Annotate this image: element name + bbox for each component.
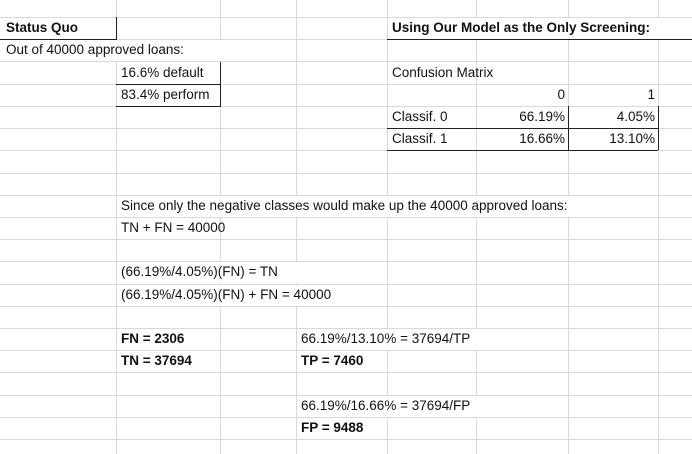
cell-border [387,128,658,129]
equation-tn-fn[interactable]: TN + FN = 40000 [121,220,226,235]
overflow-mask [117,262,317,283]
overflow-mask [1,40,226,61]
tn-result[interactable]: TN = 37694 [121,353,192,368]
status-quo-title[interactable]: Status Quo [6,20,79,35]
row-gridline [0,173,692,174]
tp-result[interactable]: TP = 7460 [301,353,364,368]
column-gridline [116,0,117,454]
tp-equation[interactable]: 66.19%/13.10% = 37694/TP [301,331,471,346]
row-gridline [0,239,692,240]
row-gridline [0,306,692,307]
cm-cell-0-1[interactable]: 4.05% [616,109,655,124]
column-gridline [220,0,221,454]
cm-row-label-1[interactable]: Classif. 1 [392,131,448,146]
row-gridline [0,150,692,151]
confusion-matrix-label[interactable]: Confusion Matrix [392,65,494,80]
row-gridline [0,439,692,440]
overflow-mask [388,18,678,39]
fn-result[interactable]: FN = 2306 [121,331,185,346]
column-gridline [476,0,477,454]
cell-border [116,84,221,85]
cell-border [387,39,692,40]
overflow-mask [297,396,507,417]
row-gridline [0,84,692,85]
cm-cell-1-0[interactable]: 16.66% [519,131,565,146]
cm-cell-0-0[interactable]: 66.19% [519,109,565,124]
cell-border [220,62,221,106]
column-gridline [658,0,659,454]
default-rate-cell[interactable]: 16.6% default [121,65,204,80]
row-gridline [0,417,692,418]
column-gridline [387,0,388,454]
cell-border [116,17,117,39]
derivation-intro[interactable]: Since only the negative classes would ma… [121,198,568,213]
equation-tn[interactable]: (66.19%/4.05%)(FN) = TN [121,264,278,279]
fp-result[interactable]: FP = 9488 [301,420,364,435]
row-gridline [0,395,692,396]
fp-equation[interactable]: 66.19%/16.66% = 37694/FP [301,398,471,413]
row-gridline [0,372,692,373]
cell-border [116,106,221,107]
cm-col-header-1[interactable]: 1 [647,87,655,102]
row-gridline [0,284,692,285]
column-gridline [296,0,297,454]
perform-rate-cell[interactable]: 83.4% perform [121,87,210,102]
overflow-mask [117,196,657,217]
cm-row-label-0[interactable]: Classif. 0 [392,109,448,124]
overflow-mask [297,329,507,350]
cell-border [0,39,117,40]
overflow-mask [117,285,367,306]
row-gridline [0,195,692,196]
cell-border [387,150,658,151]
row-gridline [0,217,692,218]
row-gridline [0,261,692,262]
row-gridline [0,106,692,107]
row-gridline [0,350,692,351]
row-gridline [0,39,692,40]
cm-cell-1-1[interactable]: 13.10% [609,131,655,146]
column-gridline [568,0,569,454]
model-title[interactable]: Using Our Model as the Only Screening: [392,20,651,35]
equation-fn[interactable]: (66.19%/4.05%)(FN) + FN = 40000 [121,287,332,302]
row-gridline [0,61,692,62]
cm-col-header-0[interactable]: 0 [557,87,565,102]
status-quo-subtitle[interactable]: Out of 40000 approved loans: [6,42,184,57]
row-gridline [0,128,692,129]
row-gridline [0,328,692,329]
row-gridline [0,17,692,18]
cell-border [658,106,659,150]
